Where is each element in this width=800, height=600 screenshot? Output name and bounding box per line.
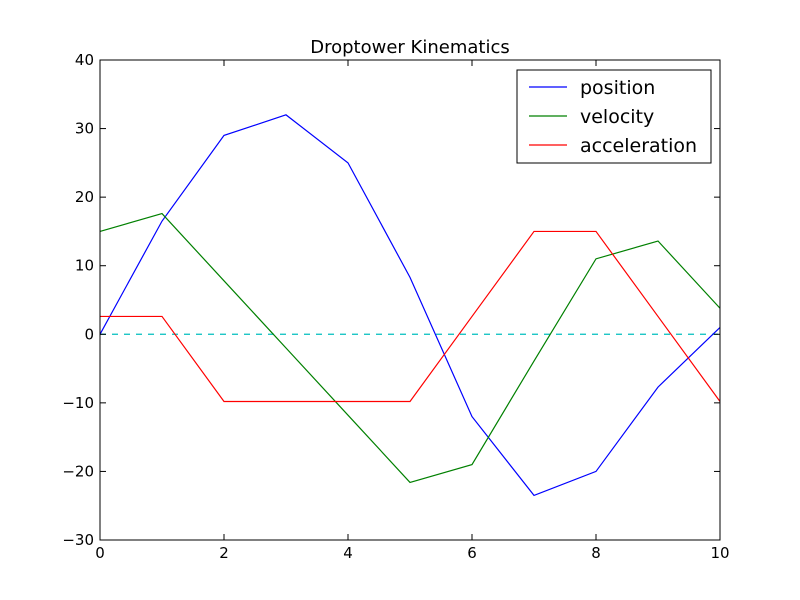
y-tick-label: −20 [62,462,94,480]
legend-label-velocity: velocity [580,106,654,128]
chart-title: Droptower Kinematics [310,37,509,58]
axis-ticks: 0 2 4 6 8 10 −30 −20 −10 0 10 20 30 40 [62,51,729,562]
legend-label-acceleration: acceleration [580,135,697,157]
y-tick-label: −10 [62,394,94,412]
series-line-velocity [99,212,721,484]
series-layer [99,114,721,497]
y-tick-label: 10 [75,257,94,275]
y-tick-label: 40 [75,51,94,69]
y-tick-label: −30 [62,531,94,549]
series-line-acceleration [100,230,721,403]
x-tick-label: 10 [710,544,729,562]
legend-label-position: position [580,77,655,99]
legend: position velocity acceleration [516,69,712,164]
series-line-position [99,114,721,497]
x-tick-label: 8 [591,544,601,562]
y-tick-label: 0 [84,325,94,343]
y-tick-label: 20 [75,188,94,206]
plot-frame [99,59,721,541]
x-tick-label: 4 [343,544,353,562]
x-tick-label: 0 [95,544,105,562]
x-tick-label: 2 [219,544,229,562]
x-tick-label: 6 [467,544,477,562]
y-tick-label: 30 [75,120,94,138]
